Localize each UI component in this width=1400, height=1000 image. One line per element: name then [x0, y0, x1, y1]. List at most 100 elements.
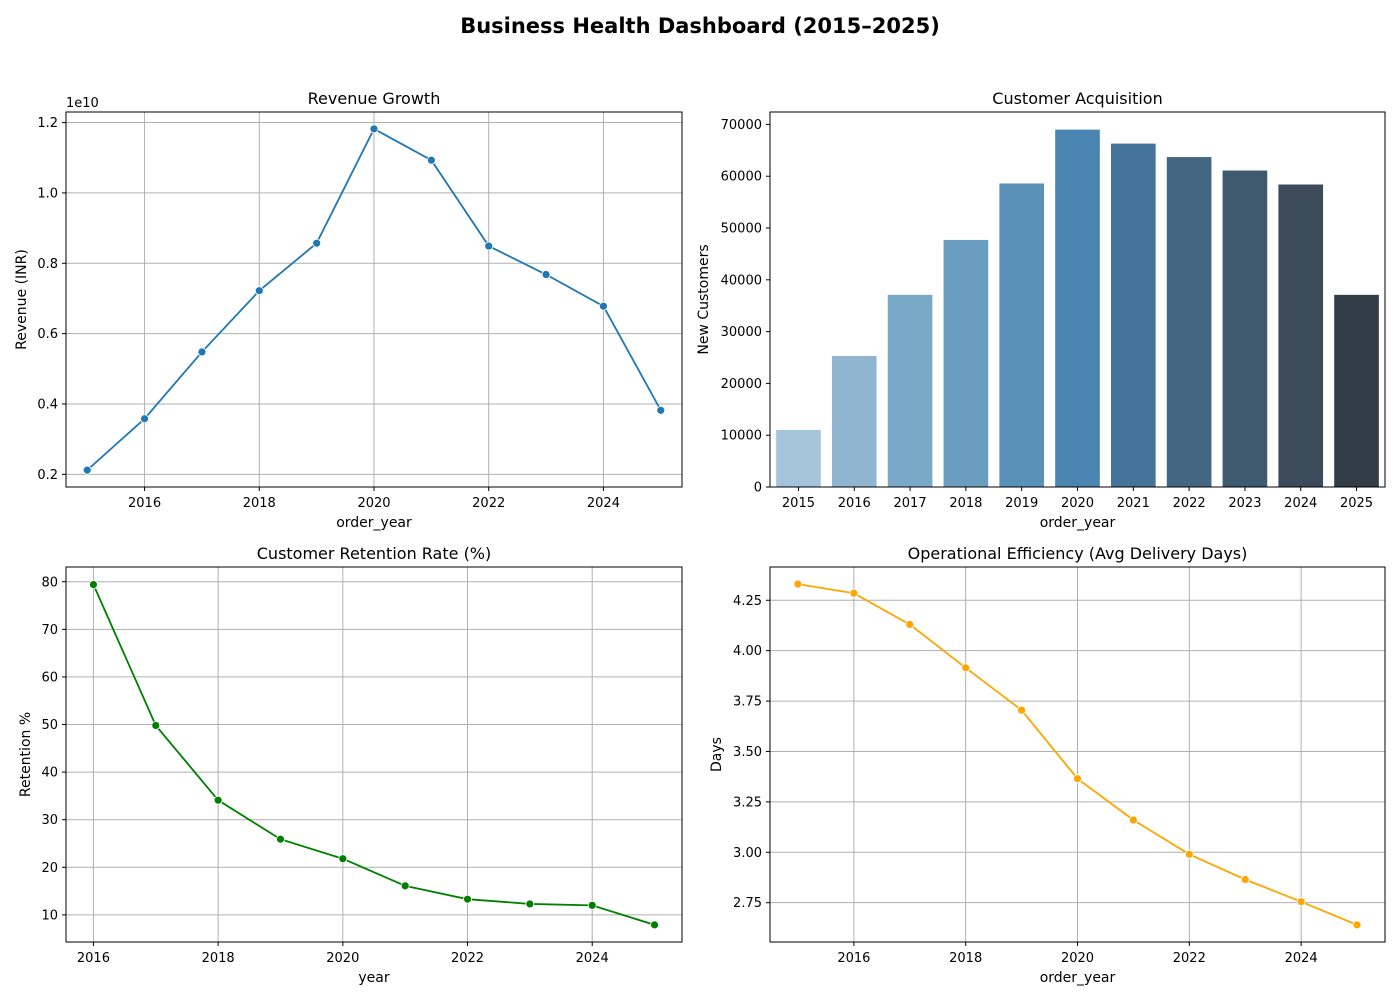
- y-tick-label: 40: [41, 766, 58, 781]
- x-tick-label: 2018: [202, 951, 235, 966]
- chart-title: Operational Efficiency (Avg Delivery Day…: [908, 544, 1248, 563]
- bar-2021: [1110, 143, 1156, 487]
- y-tick-label: 0: [754, 481, 762, 496]
- y-tick-label: 10000: [721, 429, 762, 444]
- chart-title: Revenue Growth: [308, 89, 441, 108]
- y-tick-label: 1.0: [37, 186, 58, 201]
- y-tick-label: 30: [41, 813, 58, 828]
- bar-2015: [776, 430, 821, 487]
- y-tick-label: 20: [41, 861, 58, 876]
- data-point-2023: [525, 899, 535, 909]
- y-tick-label: 4.00: [733, 644, 762, 659]
- x-tick-label: 2024: [1285, 951, 1318, 966]
- y-tick-label: 0.8: [37, 257, 58, 272]
- x-tick-label: 2020: [326, 951, 359, 966]
- y-offset-label: 1e10: [66, 96, 99, 111]
- x-tick-label: 2022: [1173, 951, 1206, 966]
- y-tick-label: 70: [41, 623, 58, 638]
- bar-2018: [943, 239, 989, 487]
- bar-2025: [1334, 294, 1379, 487]
- y-tick-label: 20000: [721, 377, 762, 392]
- x-tick-label: 2022: [472, 496, 505, 511]
- data-point-2015: [82, 465, 92, 475]
- data-point-2025: [650, 920, 659, 930]
- x-axis-label: year: [358, 970, 389, 986]
- y-tick-label: 4.25: [733, 594, 762, 609]
- y-tick-label: 40000: [721, 273, 762, 288]
- y-axis-label: Retention %: [18, 712, 34, 797]
- y-tick-label: 50: [41, 718, 58, 733]
- data-point-2018: [254, 286, 264, 296]
- x-tick-label: 2018: [949, 496, 982, 511]
- data-point-2023: [1240, 875, 1250, 884]
- dashboard-title: Business Health Dashboard (2015–2025): [460, 14, 940, 38]
- data-point-2020: [338, 854, 348, 864]
- y-tick-label: 1.2: [37, 116, 58, 131]
- data-point-2023: [541, 270, 551, 279]
- bar-2017: [887, 294, 933, 487]
- bar-2016: [831, 355, 877, 487]
- x-tick-label: 2017: [894, 496, 927, 511]
- y-tick-label: 60000: [721, 170, 762, 185]
- x-tick-label: 2024: [1284, 496, 1317, 511]
- data-point-2017: [905, 620, 915, 629]
- y-tick-label: 3.00: [733, 846, 762, 861]
- y-tick-label: 10: [41, 908, 58, 923]
- plot-frame: [65, 111, 683, 488]
- y-tick-label: 2.75: [733, 896, 762, 911]
- data-point-2015: [793, 579, 803, 589]
- y-tick-label: 0.6: [37, 327, 58, 342]
- y-tick-label: 50000: [721, 222, 762, 237]
- chart-3: Customer Retention Rate (%) 10 20 30 40 50 60 7…: [18, 544, 683, 986]
- x-tick-label: 2018: [243, 496, 276, 511]
- x-tick-label: 2024: [587, 496, 620, 511]
- data-point-2019: [1017, 705, 1026, 715]
- x-tick-label: 2015: [782, 496, 815, 511]
- chart-4: Operational Efficiency (Avg Delivery Day…: [709, 544, 1386, 986]
- bar-2023: [1222, 170, 1268, 488]
- plot-frame: [769, 111, 1386, 488]
- x-tick-label: 2016: [128, 496, 161, 511]
- y-axis-label: Days: [709, 737, 725, 772]
- bar-2019: [999, 183, 1045, 487]
- y-axis-label: New Customers: [696, 244, 712, 354]
- y-axis-label: Revenue (INR): [14, 249, 30, 350]
- data-point-2021: [400, 881, 410, 891]
- data-point-2019: [276, 834, 285, 844]
- y-tick-label: 60: [41, 670, 58, 685]
- y-tick-label: 70000: [721, 118, 762, 133]
- y-tick-label: 80: [41, 575, 58, 590]
- series-line: [92, 584, 655, 926]
- y-tick-label: 3.75: [733, 695, 762, 710]
- data-point-2016: [89, 580, 98, 590]
- x-tick-label: 2016: [77, 951, 110, 966]
- data-point-2025: [656, 405, 666, 415]
- plot-frame: [65, 566, 683, 943]
- y-tick-label: 3.25: [733, 795, 762, 810]
- data-point-2019: [312, 238, 322, 248]
- data-point-2016: [849, 588, 859, 598]
- x-tick-label: 2018: [949, 951, 982, 966]
- data-point-2016: [140, 414, 149, 424]
- x-tick-label: 2016: [838, 496, 871, 511]
- data-point-2018: [961, 663, 971, 673]
- data-point-2018: [213, 795, 223, 805]
- bar-2022: [1166, 157, 1212, 488]
- x-tick-label: 2016: [837, 951, 870, 966]
- data-point-2024: [587, 900, 597, 910]
- x-tick-label: 2025: [1340, 496, 1373, 511]
- data-point-2022: [1184, 849, 1194, 859]
- x-tick-label: 2020: [357, 496, 390, 511]
- data-point-2024: [599, 301, 608, 311]
- y-tick-label: 0.4: [37, 397, 58, 412]
- data-point-2022: [463, 894, 472, 904]
- data-point-2025: [1352, 920, 1362, 930]
- data-point-2024: [1296, 897, 1306, 907]
- data-point-2017: [197, 347, 207, 357]
- data-point-2020: [1073, 774, 1082, 784]
- y-tick-label: 30000: [721, 325, 762, 340]
- data-point-2020: [369, 124, 379, 134]
- plot-frame: [769, 566, 1386, 943]
- x-axis-label: order_year: [1040, 515, 1116, 531]
